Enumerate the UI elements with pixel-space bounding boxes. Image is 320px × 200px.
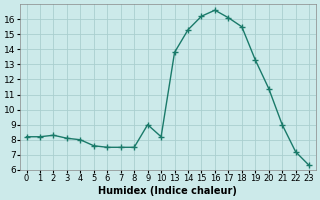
X-axis label: Humidex (Indice chaleur): Humidex (Indice chaleur) [98, 186, 237, 196]
